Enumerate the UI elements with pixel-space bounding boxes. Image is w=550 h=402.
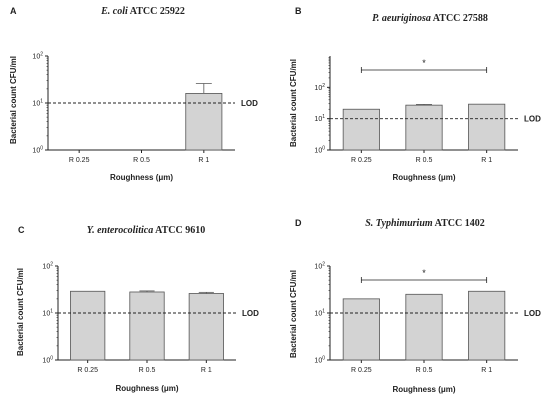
- x-tick-label: R 1: [198, 157, 209, 164]
- bar: [342, 298, 380, 361]
- y-tick-label: 102: [314, 83, 325, 92]
- bar: [468, 290, 506, 361]
- x-axis-label: Roughness (μm): [110, 173, 173, 182]
- y-tick-base: 10: [32, 101, 40, 108]
- bar: [468, 103, 506, 151]
- lod-label: LOD: [524, 309, 541, 318]
- significance-star: *: [422, 268, 426, 278]
- panel-title: P. aeuriginosa ATCC 27588: [372, 13, 488, 24]
- y-tick-label: 102: [32, 52, 43, 61]
- x-axis-label: Roughness (μm): [392, 385, 455, 394]
- panel-letter: A: [10, 6, 17, 16]
- y-tick-base: 10: [314, 311, 322, 318]
- y-tick-base: 10: [42, 264, 50, 271]
- significance-star: *: [422, 58, 426, 68]
- y-tick-base: 10: [314, 148, 322, 155]
- x-tick-label: R 0.25: [77, 367, 98, 374]
- y-tick-base: 10: [42, 311, 50, 318]
- x-tick-label: R 0.5: [416, 367, 433, 374]
- y-tick-label: 100: [32, 146, 43, 155]
- x-tick-label: R 0.5: [416, 157, 433, 164]
- panel-title-strain: ATCC 25922: [128, 6, 185, 17]
- bar: [188, 293, 224, 361]
- y-tick-base: 10: [314, 85, 322, 92]
- y-tick-base: 10: [32, 54, 40, 61]
- panel-title-strain: ATCC 27588: [431, 13, 488, 24]
- bar: [342, 108, 380, 151]
- bar: [405, 293, 443, 361]
- y-tick-exponent: 1: [322, 114, 325, 120]
- panel-title-strain: ATCC 9610: [153, 225, 205, 236]
- y-tick-label: 102: [314, 262, 325, 271]
- panel-title: E. coli ATCC 25922: [100, 6, 185, 17]
- y-tick-exponent: 2: [322, 262, 325, 268]
- y-axis-label: Bacterial count CFU/ml: [16, 268, 25, 356]
- y-tick-exponent: 0: [322, 146, 325, 152]
- y-tick-exponent: 2: [322, 83, 325, 89]
- bar: [70, 290, 106, 361]
- x-tick-label: R 0.5: [139, 367, 156, 374]
- y-tick-exponent: 0: [50, 356, 53, 362]
- bar: [129, 291, 165, 361]
- x-axis-label: Roughness (μm): [392, 173, 455, 182]
- x-tick-label: R 1: [201, 367, 212, 374]
- y-tick-exponent: 1: [50, 309, 53, 315]
- panel-letter: D: [295, 218, 302, 228]
- x-tick-label: R 0.25: [351, 157, 372, 164]
- y-tick-exponent: 1: [40, 99, 43, 105]
- y-axis-label: Bacterial count CFU/ml: [289, 59, 298, 147]
- y-tick-label: 101: [314, 114, 325, 123]
- bar: [185, 93, 223, 151]
- panel-title-species: P. aeuriginosa: [372, 13, 431, 24]
- y-tick-base: 10: [314, 264, 322, 271]
- panel-title: Y. enterocolitica ATCC 9610: [87, 225, 206, 236]
- y-tick-label: 101: [314, 309, 325, 318]
- y-tick-label: 100: [314, 146, 325, 155]
- x-tick-label: R 0.25: [351, 367, 372, 374]
- y-tick-exponent: 1: [322, 309, 325, 315]
- y-tick-label: 100: [42, 356, 53, 365]
- x-tick-label: R 0.25: [69, 157, 90, 164]
- y-tick-label: 100: [314, 356, 325, 365]
- lod-label: LOD: [524, 115, 541, 124]
- x-tick-label: R 0.5: [133, 157, 150, 164]
- panel-title-species: Y. enterocolitica: [87, 225, 153, 236]
- y-tick-label: 101: [32, 99, 43, 108]
- y-tick-base: 10: [314, 358, 322, 365]
- y-tick-exponent: 2: [50, 262, 53, 268]
- y-tick-base: 10: [32, 148, 40, 155]
- y-tick-exponent: 0: [40, 146, 43, 152]
- x-tick-label: R 1: [481, 157, 492, 164]
- panel-letter: B: [295, 6, 302, 16]
- y-tick-exponent: 0: [322, 356, 325, 362]
- panel-title-species: S. Typhimurium: [365, 218, 433, 229]
- y-tick-exponent: 2: [40, 52, 43, 58]
- y-tick-base: 10: [314, 116, 322, 123]
- panel-title-species: E. coli: [100, 6, 128, 17]
- lod-label: LOD: [242, 309, 259, 318]
- y-axis-label: Bacterial count CFU/ml: [289, 270, 298, 358]
- x-axis-label: Roughness (μm): [115, 384, 178, 393]
- panel-letter: C: [18, 225, 25, 235]
- bar: [405, 104, 443, 151]
- panel-title: S. Typhimurium ATCC 1402: [365, 218, 484, 229]
- x-tick-label: R 1: [481, 367, 492, 374]
- lod-label: LOD: [241, 99, 258, 108]
- y-axis-label: Bacterial count CFU/ml: [9, 56, 18, 144]
- y-tick-label: 102: [42, 262, 53, 271]
- panel-title-strain: ATCC 1402: [433, 218, 485, 229]
- y-tick-label: 101: [42, 309, 53, 318]
- y-tick-base: 10: [42, 358, 50, 365]
